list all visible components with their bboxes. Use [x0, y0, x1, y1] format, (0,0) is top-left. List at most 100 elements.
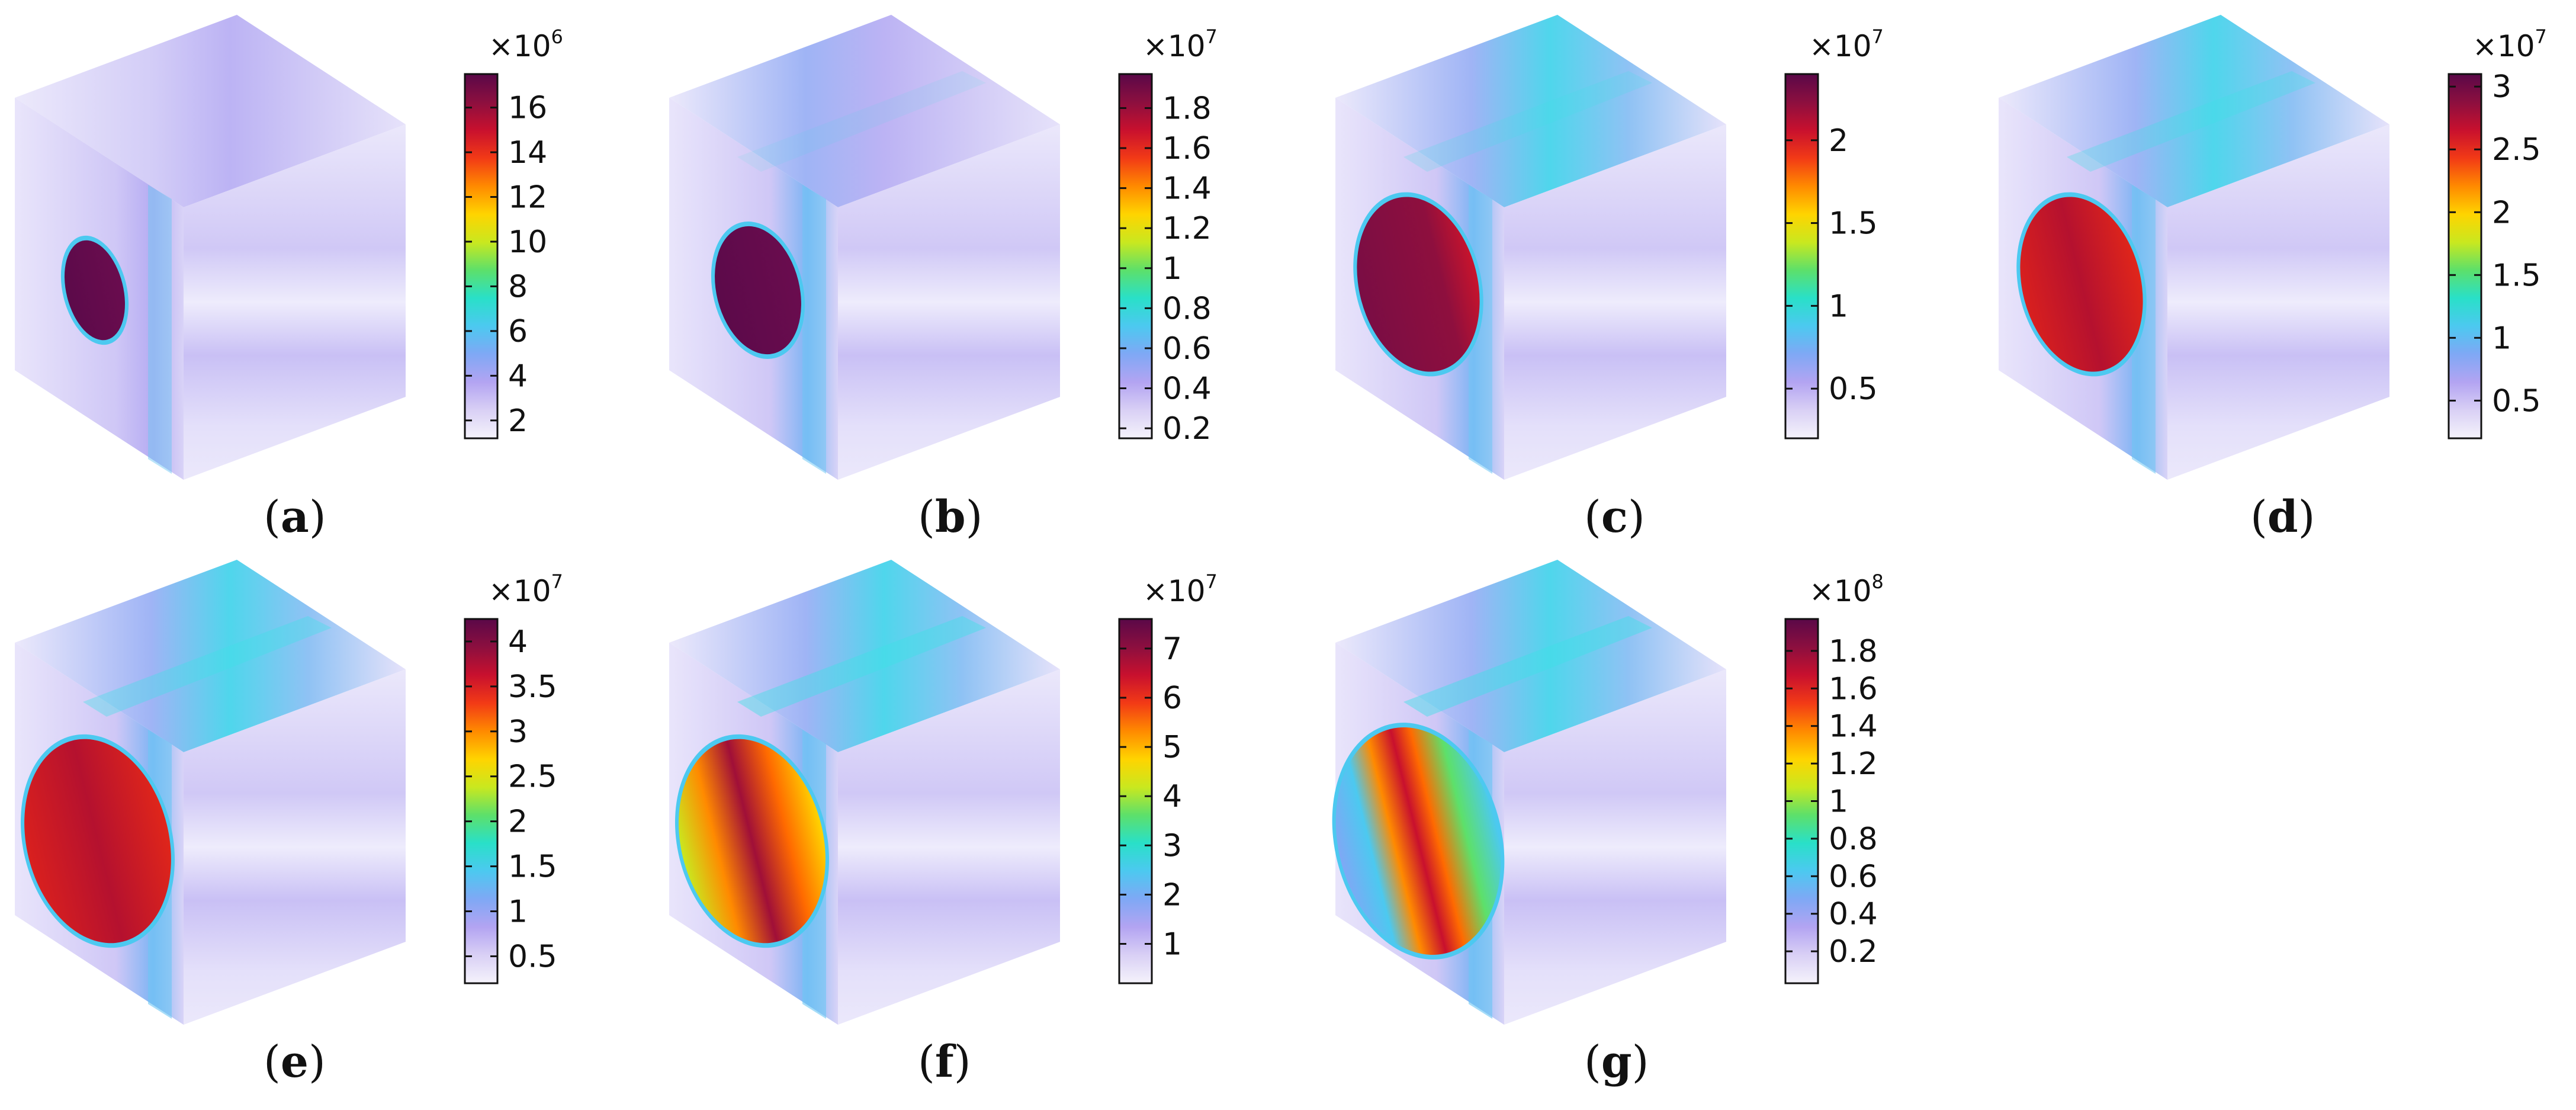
panel-c-graphic: ×107 0.5 1 1.5 2: [1335, 15, 1884, 480]
cube: [15, 15, 406, 480]
colorbar-tick-label: 1.8: [1829, 634, 1878, 669]
cube-top-face: [1335, 15, 1726, 207]
colorbar-tick-label: 0.4: [1162, 371, 1212, 407]
colorbar-tick-label: 16: [508, 91, 547, 126]
colorbar-tick-label: 1.2: [1162, 211, 1212, 246]
panel-d-graphic: ×107 0.5 1 1.5 2 2.5 3: [1999, 15, 2547, 480]
cube: [669, 15, 1060, 480]
colorbar-multiplier: ×107: [489, 570, 563, 608]
colorbar-tick-label: 3: [508, 714, 528, 750]
panel-caption: (a): [264, 492, 326, 543]
cube-top-face: [1335, 560, 1726, 752]
colorbar-tick-label: 1: [1162, 927, 1182, 963]
colorbar-tick-label: 1.5: [508, 849, 557, 885]
colorbar-tick-label: 4: [508, 358, 528, 394]
hole: [1357, 197, 1480, 372]
colorbar-tick-label: 1.2: [1829, 746, 1878, 782]
cube-right-face: [838, 669, 1060, 1025]
cube: [1332, 560, 1726, 1025]
cube-right-face: [184, 124, 406, 480]
colorbar: ×107 0.5 1 1.5 2: [1784, 25, 1884, 439]
colorbar-tick-label: 1.5: [1829, 206, 1878, 242]
panel-caption: (e): [264, 1037, 326, 1087]
panel-f: ×107 1 2 3 4 5 6 7: [654, 545, 1300, 1090]
stress-ridge: [83, 616, 332, 717]
panel-d: ×107 0.5 1 1.5 2 2.5 3: [1984, 0, 2576, 545]
panel-g: ×108 0.2 0.4 0.6 0.8 1 1.2 1.4 1.6 1.8: [1321, 545, 1966, 1090]
colorbar-tick-label: 1.6: [1829, 671, 1878, 707]
colorbar-tick-label: 2: [508, 804, 528, 840]
hole: [1335, 727, 1501, 955]
colorbar-tick-label: 1.4: [1829, 709, 1878, 745]
colorbar: ×107 0.5 1 1.5 2 2.5 3: [2447, 25, 2547, 439]
cube: [669, 560, 1060, 1025]
colorbar-multiplier: ×106: [489, 25, 563, 63]
colorbar-multiplier: ×107: [1143, 25, 1218, 63]
colorbar-multiplier: ×107: [2472, 25, 2547, 63]
colorbar-tick-label: 2: [508, 403, 528, 439]
cube: [1335, 15, 1726, 480]
colorbar-tick-label: 6: [508, 314, 528, 349]
colorbar-tick-label: 3: [1162, 828, 1182, 864]
colorbar-tick-label: 12: [508, 180, 547, 216]
colorbar-tick-label: 1.6: [1162, 131, 1212, 166]
cube-top-face: [669, 560, 1060, 752]
colorbar: ×106 2 4 6 8 10 12 14 16: [464, 25, 563, 439]
colorbar-tick-label: 0.5: [1829, 371, 1878, 407]
colorbar-tick-label: 0.2: [1162, 411, 1212, 447]
panel-caption: (d): [2250, 492, 2315, 543]
colorbar-tick-label: 2.5: [2492, 132, 2541, 168]
colorbar-tick-label: 1: [1829, 784, 1848, 820]
panel-g-graphic: ×108 0.20.40.60.811.21.41.61.8: [1332, 560, 1884, 1025]
cube-right-face: [1504, 124, 1726, 480]
hole: [715, 226, 801, 355]
colorbar-tick-label: 5: [1162, 730, 1182, 765]
stress-ridge: [737, 616, 986, 717]
colorbar-tick-label: 0.5: [2492, 383, 2541, 419]
panel-e-graphic: ×107 0.5 1 1.5 2 2.5 3 3.5 4: [15, 560, 563, 1025]
colorbar-multiplier: ×107: [1143, 570, 1218, 608]
hole: [2020, 197, 2143, 372]
panel-a: ×106 2 4 6 8 10 12 14 16: [0, 0, 645, 545]
colorbar-tick-label: 0.6: [1162, 331, 1212, 367]
panel-c: ×107 0.5 1 1.5 2: [1321, 0, 1966, 545]
stress-band: [802, 185, 826, 474]
colorbar-gradient: [1118, 618, 1153, 984]
hole: [679, 739, 826, 944]
colorbar-tick-label: 0.5: [508, 939, 557, 974]
colorbar-tick-label: 1: [508, 894, 528, 930]
stress-ridge: [2067, 71, 2315, 172]
colorbar-tick-label: 10: [508, 224, 547, 260]
cube-top-face: [669, 15, 1060, 207]
hole: [64, 240, 126, 341]
colorbar-tick-label: 0.2: [1829, 934, 1878, 970]
panel-caption: (g): [1584, 1037, 1649, 1087]
cube-right-face: [2167, 124, 2389, 480]
colorbar-tick-label: 3.5: [508, 669, 557, 705]
colorbar-tick-label: 6: [1162, 681, 1182, 716]
colorbar-tick-label: 1: [1829, 288, 1848, 324]
cube-right-face: [838, 124, 1060, 480]
cube-right-face: [184, 669, 406, 1025]
colorbar: ×108 0.20.40.60.811.21.41.61.8: [1784, 570, 1884, 984]
panel-caption: (c): [1584, 492, 1645, 543]
colorbar-tick-label: 0.4: [1829, 897, 1878, 932]
colorbar-gradient: [464, 618, 499, 984]
cube-top-face: [15, 15, 406, 207]
colorbar-gradient: [1784, 73, 1819, 439]
cube: [1999, 15, 2389, 480]
colorbar-tick-label: 1: [2492, 320, 2511, 356]
colorbar-gradient: [2447, 73, 2482, 439]
colorbar-tick-label: 14: [508, 135, 547, 171]
cube-right-face: [1504, 669, 1726, 1025]
colorbar-tick-label: 0.8: [1162, 291, 1212, 326]
colorbar-multiplier: ×108: [1809, 570, 1884, 608]
colorbar: ×107 1 2 3 4 5 6 7: [1118, 570, 1218, 984]
colorbar-tick-label: 1.8: [1162, 91, 1212, 126]
colorbar: ×107 0.2 0.4 0.6 0.8 1 1.2 1.4 1.6 1.8: [1118, 25, 1218, 447]
stress-ridge: [1403, 71, 1652, 172]
hole: [24, 739, 171, 944]
stress-ridge: [1403, 616, 1652, 717]
stress-band: [148, 185, 172, 474]
